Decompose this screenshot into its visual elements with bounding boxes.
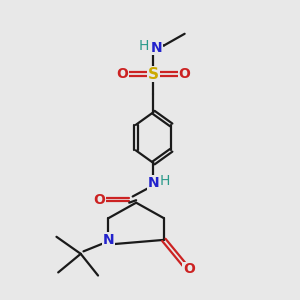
Text: N: N — [103, 233, 114, 247]
Text: N: N — [148, 176, 159, 190]
Text: O: O — [116, 67, 128, 81]
Text: S: S — [148, 67, 159, 82]
Text: H: H — [159, 174, 170, 188]
Text: O: O — [183, 262, 195, 276]
Text: O: O — [179, 67, 190, 81]
Text: O: O — [93, 193, 105, 207]
Text: H: H — [139, 39, 149, 53]
Text: N: N — [150, 41, 162, 55]
